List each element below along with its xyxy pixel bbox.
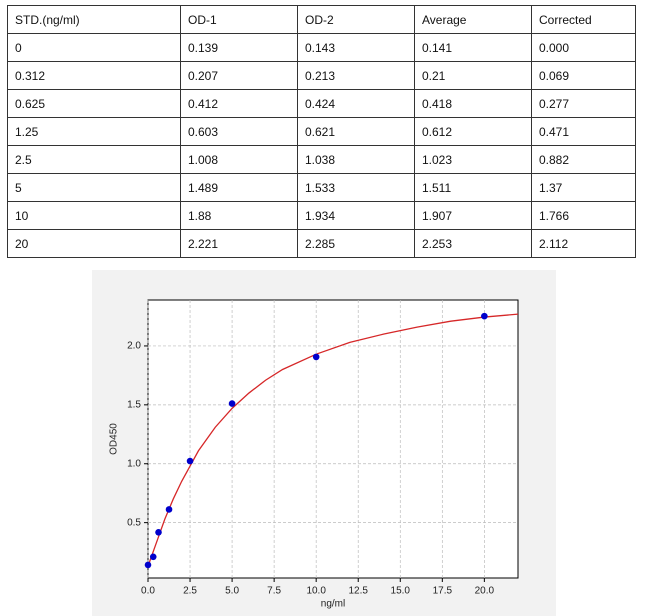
cell: 0.625 <box>7 89 181 118</box>
x-tick-label: 0.0 <box>141 586 155 597</box>
data-point <box>481 312 488 320</box>
x-tick-label: 5.0 <box>225 586 239 597</box>
cell: 2.221 <box>180 229 298 258</box>
y-tick-label: 1.0 <box>127 458 141 469</box>
table-row: 20 2.221 2.285 2.253 2.112 <box>7 229 636 258</box>
y-tick-label: 1.5 <box>127 399 141 410</box>
table-row: 10 1.88 1.934 1.907 1.766 <box>7 201 636 230</box>
cell: 0.418 <box>414 89 532 118</box>
y-tick-label: 2.0 <box>127 341 141 352</box>
cell: 0.882 <box>531 145 636 174</box>
x-tick-label: 15.0 <box>391 586 411 597</box>
cell: 1.766 <box>531 201 636 230</box>
data-point <box>144 561 152 569</box>
cell: 5 <box>7 173 181 202</box>
data-point <box>228 400 236 407</box>
data-point <box>165 506 173 513</box>
header-cell: STD.(ng/ml) <box>7 5 181 34</box>
plot-area <box>147 299 519 579</box>
header-cell: Average <box>414 5 532 34</box>
cell: 0.424 <box>297 89 415 118</box>
cell: 0.612 <box>414 117 532 146</box>
data-point <box>149 553 157 561</box>
x-tick-label: 17.5 <box>433 586 453 597</box>
data-point <box>186 457 194 465</box>
x-tick-label: 20.0 <box>475 586 495 597</box>
table-row: 0 0.139 0.143 0.141 0.000 <box>7 33 636 62</box>
cell: 0.139 <box>180 33 298 62</box>
x-tick-label: 2.5 <box>183 586 197 597</box>
x-axis-label: ng/ml <box>321 599 345 610</box>
cell: 0.603 <box>180 117 298 146</box>
cell: 0.213 <box>297 61 415 90</box>
table-row: 5 1.489 1.533 1.511 1.37 <box>7 173 636 202</box>
x-tick-label: 10.0 <box>306 586 326 597</box>
cell: 2.253 <box>414 229 532 258</box>
x-tick-label: 12.5 <box>348 586 368 597</box>
y-tick-label: 0.5 <box>127 517 141 528</box>
header-cell: Corrected <box>531 5 636 34</box>
x-tick-label: 7.5 <box>267 586 281 597</box>
table-row: 0.625 0.412 0.424 0.418 0.277 <box>7 89 636 118</box>
fit-curve <box>147 313 519 567</box>
cell: 1.511 <box>414 173 532 202</box>
cell: 20 <box>7 229 181 258</box>
cell: 1.023 <box>414 145 532 174</box>
data-point <box>155 528 162 536</box>
data-table: STD.(ng/ml) OD-1 OD-2 Average Corrected 0 0.13… <box>7 5 636 258</box>
y-axis-label: OD450 <box>109 423 120 455</box>
cell: 1.008 <box>180 145 298 174</box>
header-cell: OD-1 <box>180 5 298 34</box>
cell: 0.21 <box>414 61 532 90</box>
data-point <box>312 353 320 361</box>
cell: 0.143 <box>297 33 415 62</box>
cell: 2.285 <box>297 229 415 258</box>
header-row: STD.(ng/ml) OD-1 OD-2 Average Corrected <box>7 5 636 34</box>
cell: 2.112 <box>531 229 636 258</box>
cell: 1.934 <box>297 201 415 230</box>
